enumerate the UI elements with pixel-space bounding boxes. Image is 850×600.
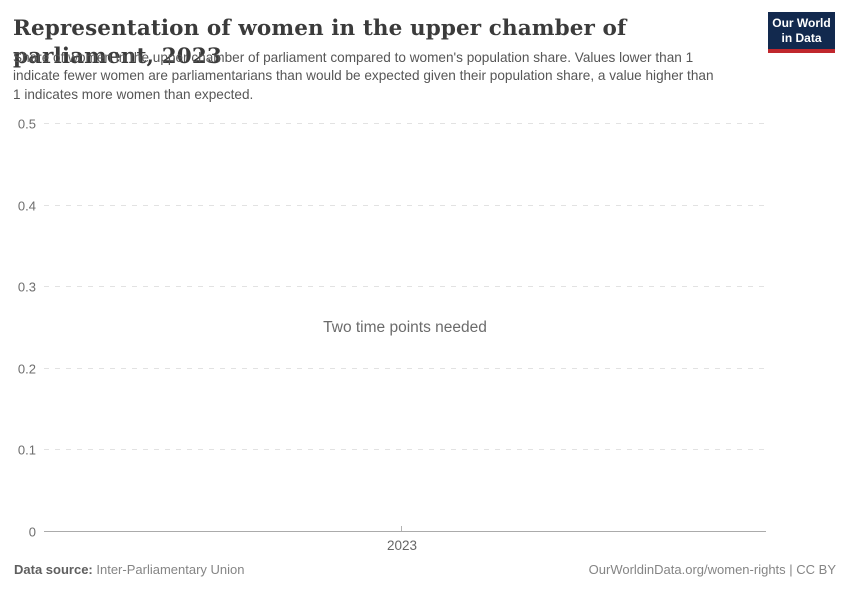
owid-logo: Our World in Data xyxy=(768,12,835,53)
x-axis-tick-label: 2023 xyxy=(386,538,418,553)
y-axis-tick-label: 0 xyxy=(28,524,36,539)
gridline xyxy=(44,286,766,287)
gridline xyxy=(44,204,766,206)
owid-logo-line1: Our World xyxy=(772,16,831,30)
page-title: Representation of women in the upper cha… xyxy=(13,16,627,69)
x-axis-line xyxy=(44,530,766,532)
chart-subtitle: Share of women in the upper chamber of p… xyxy=(13,50,714,102)
data-source: Data source: Inter-Parliamentary Union xyxy=(14,562,245,577)
y-axis-tick-label: 0.2 xyxy=(17,361,36,376)
y-axis-tick-label: 0.1 xyxy=(17,442,36,458)
gridline xyxy=(44,367,766,369)
gridline xyxy=(44,123,766,124)
y-axis-tick-label: 0.5 xyxy=(17,116,36,132)
empty-chart-message: Two time points needed xyxy=(323,319,487,336)
gridline xyxy=(44,449,766,450)
data-source-value: Inter-Parliamentary Union xyxy=(96,562,245,577)
chart-footer: Data source: Inter-Parliamentary Union O… xyxy=(14,562,836,577)
footer-link[interactable]: OurWorldinData.org/women-rights | CC BY xyxy=(588,562,836,577)
owid-logo-line2: in Data xyxy=(781,30,822,45)
x-axis-tick xyxy=(401,526,402,531)
y-axis-tick-label: 0.4 xyxy=(17,198,36,213)
data-source-label: Data source: xyxy=(14,562,93,577)
y-axis-tick-label: 0.3 xyxy=(17,279,36,295)
